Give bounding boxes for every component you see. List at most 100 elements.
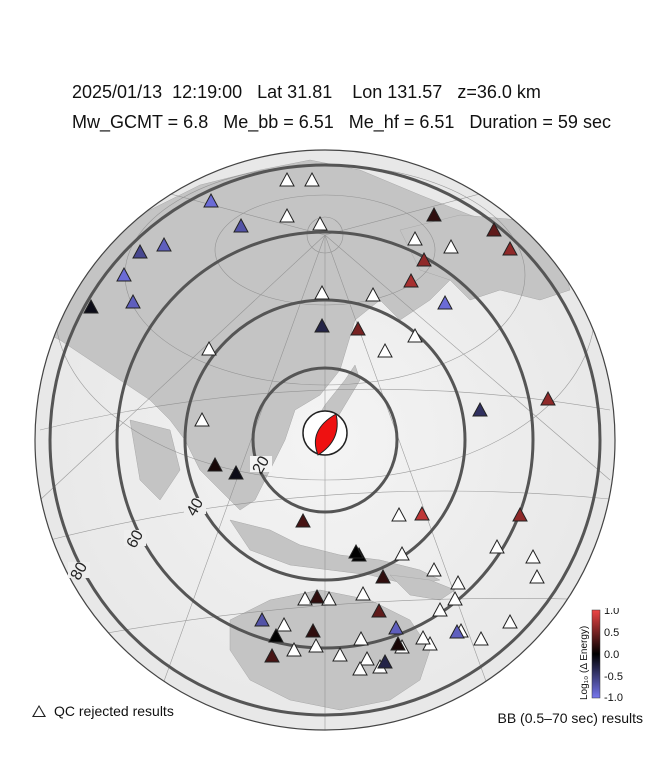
station-energy-marker: [403, 272, 419, 288]
station-energy-marker: [375, 568, 391, 584]
colorbar-tick-3: 0.0: [604, 649, 619, 661]
colorbar-tick-2: 0.5: [604, 627, 619, 639]
qc-legend: QC rejected results: [32, 703, 174, 719]
station-energy-marker: [295, 512, 311, 528]
landmass-india: [129, 419, 181, 501]
station-qc-rejected-marker: [394, 545, 410, 561]
station-energy-marker: [348, 543, 364, 559]
station-qc-rejected-marker: [450, 574, 466, 590]
station-energy-marker: [83, 298, 99, 314]
station-qc-rejected-marker: [489, 538, 505, 554]
station-qc-rejected-marker: [502, 613, 518, 629]
station-qc-rejected-marker: [297, 590, 313, 606]
distance-ring-40: [183, 298, 467, 582]
landmass-png: [389, 574, 456, 601]
station-energy-marker: [486, 221, 502, 237]
station-energy-marker: [350, 320, 366, 336]
colorbar-tick-4: -0.5: [604, 671, 623, 683]
ring-label-80: 80: [68, 559, 92, 583]
station-qc-rejected-marker: [194, 411, 210, 427]
station-qc-rejected-marker: [365, 286, 381, 302]
station-energy-marker: [371, 602, 387, 618]
station-qc-rejected-marker: [525, 548, 541, 564]
stations-layer: [83, 171, 556, 676]
station-energy-marker: [132, 243, 148, 259]
station-qc-rejected-marker: [355, 585, 371, 601]
distance-ring-labels: 20 40 60 80: [68, 453, 274, 583]
landmass-australia: [229, 589, 431, 711]
station-energy-marker: [314, 317, 330, 333]
station-qc-rejected-marker: [276, 616, 292, 632]
station-energy-marker: [228, 464, 244, 480]
colorbar-tick-5: -1.0: [604, 692, 623, 704]
station-energy-marker: [207, 456, 223, 472]
station-qc-rejected-marker: [447, 590, 463, 606]
landmass-alaska: [399, 214, 571, 301]
station-qc-rejected-marker: [312, 215, 328, 231]
station-energy-marker: [472, 401, 488, 417]
ring-label-60: 60: [124, 527, 148, 551]
station-qc-rejected-marker: [279, 171, 295, 187]
focal-mechanism-beachball-icon: [302, 410, 348, 456]
station-qc-rejected-marker: [304, 171, 320, 187]
station-qc-rejected-marker: [201, 340, 217, 356]
station-energy-marker: [268, 627, 284, 643]
station-qc-rejected-marker: [407, 230, 423, 246]
station-energy-marker: [426, 206, 442, 222]
station-qc-rejected-marker: [473, 630, 489, 646]
ring-label-40: 40: [184, 495, 208, 519]
station-energy-marker: [540, 390, 556, 406]
station-energy-marker: [414, 505, 430, 521]
distance-ring-20: [251, 366, 399, 514]
station-qc-rejected-marker: [314, 284, 330, 300]
colorbar: 1.0 0.5 0.0 -0.5 -1.0 Log₁₀ (Δ Energy): [579, 608, 623, 704]
station-qc-rejected-marker: [308, 637, 324, 653]
station-qc-rejected-marker: [415, 629, 431, 645]
station-energy-marker: [305, 622, 321, 638]
qc-legend-label: QC rejected results: [54, 703, 174, 719]
station-energy-marker: [125, 293, 141, 309]
station-qc-rejected-marker: [359, 650, 375, 666]
station-qc-rejected-marker: [321, 590, 337, 606]
station-qc-rejected-marker: [426, 561, 442, 577]
colorbar-label: Log₁₀ (Δ Energy): [579, 626, 590, 700]
station-qc-rejected-marker: [286, 641, 302, 657]
station-qc-rejected-marker: [353, 630, 369, 646]
station-energy-marker: [309, 588, 325, 604]
station-qc-rejected-marker: [529, 568, 545, 584]
station-qc-rejected-marker: [377, 342, 393, 358]
station-qc-rejected-marker: [407, 327, 423, 343]
station-qc-rejected-marker: [279, 207, 295, 223]
magnitude-info-line: Mw_GCMT = 6.8 Me_bb = 6.51 Me_hf = 6.51 …: [72, 112, 611, 132]
open-triangle-icon: [32, 705, 46, 717]
distance-ring-80: [48, 163, 602, 717]
station-qc-rejected-marker: [352, 660, 368, 676]
station-energy-marker: [390, 635, 406, 651]
station-energy-marker: [512, 506, 528, 522]
colorbar-gradient: [591, 609, 601, 699]
station-qc-rejected-marker: [332, 646, 348, 662]
bb-legend-label: BB (0.5–70 sec) results: [497, 710, 643, 726]
station-energy-marker: [203, 192, 219, 208]
station-qc-rejected-marker: [432, 601, 448, 617]
station-qc-rejected-marker: [443, 238, 459, 254]
station-energy-marker: [116, 266, 132, 282]
landmass-indonesia: [229, 519, 441, 586]
station-energy-marker: [416, 251, 432, 267]
station-energy-marker: [254, 611, 270, 627]
distance-rings: [48, 163, 602, 717]
station-energy-marker: [437, 294, 453, 310]
station-energy-marker: [233, 217, 249, 233]
colorbar-tick-1: 1.0: [604, 608, 619, 617]
station-energy-marker: [449, 623, 465, 639]
station-energy-marker: [264, 647, 280, 663]
station-energy-marker: [377, 653, 393, 669]
station-energy-marker: [156, 236, 172, 252]
station-energy-marker: [388, 619, 404, 635]
distance-ring-60: [115, 230, 535, 650]
colorbar-ticks: 1.0 0.5 0.0 -0.5 -1.0: [604, 608, 623, 704]
station-energy-marker: [502, 240, 518, 256]
station-qc-rejected-marker: [391, 506, 407, 522]
ring-label-20: 20: [250, 453, 274, 477]
